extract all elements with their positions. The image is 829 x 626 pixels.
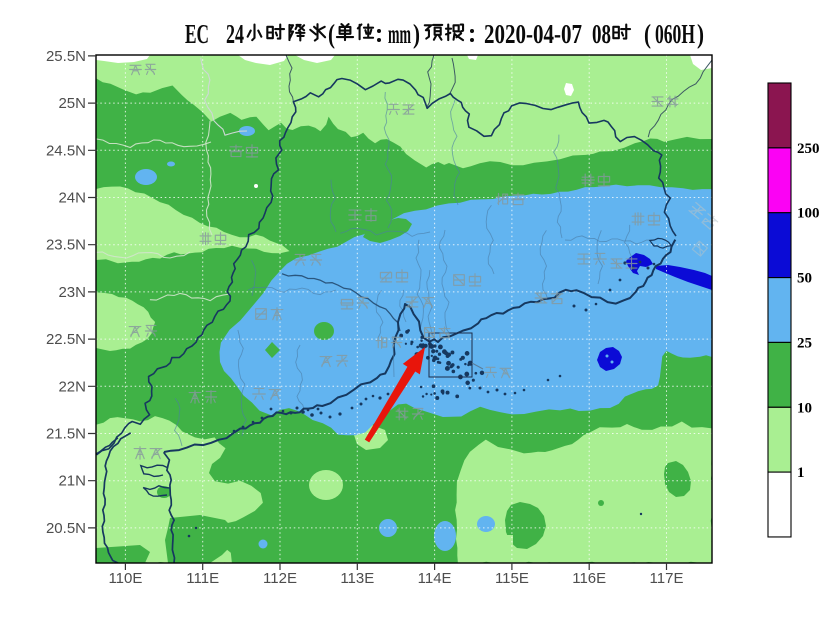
svg-text:08: 08 — [592, 19, 611, 49]
svg-text:25: 25 — [797, 335, 812, 351]
svg-text:(: ( — [644, 19, 651, 49]
svg-text:117E: 117E — [650, 570, 684, 587]
svg-text:110E: 110E — [108, 570, 142, 587]
svg-text:060H: 060H — [655, 19, 695, 49]
svg-text:100: 100 — [797, 206, 820, 222]
svg-text:24.5N: 24.5N — [46, 142, 86, 159]
svg-text:20.5N: 20.5N — [46, 520, 86, 537]
svg-text:(: ( — [328, 19, 335, 49]
svg-text:112E: 112E — [263, 570, 297, 587]
svg-text:): ) — [413, 19, 420, 49]
svg-text:116E: 116E — [572, 570, 606, 587]
svg-text:1: 1 — [797, 465, 805, 481]
svg-text:23.5N: 23.5N — [46, 237, 86, 254]
svg-text:2020-04-07: 2020-04-07 — [484, 19, 582, 49]
svg-text:113E: 113E — [340, 570, 374, 587]
svg-text:111E: 111E — [186, 570, 219, 587]
svg-text:21N: 21N — [58, 473, 86, 490]
svg-text:21.5N: 21.5N — [46, 426, 86, 443]
svg-text:24: 24 — [226, 19, 244, 49]
svg-text:22N: 22N — [58, 378, 86, 395]
svg-text:115E: 115E — [495, 570, 529, 587]
svg-text:23N: 23N — [58, 284, 86, 301]
svg-text:50: 50 — [797, 271, 812, 287]
svg-text:EC: EC — [185, 19, 209, 49]
svg-text:): ) — [697, 19, 704, 49]
svg-text:250: 250 — [797, 141, 820, 157]
svg-text:24N: 24N — [58, 190, 86, 207]
svg-text:25N: 25N — [58, 95, 86, 112]
svg-text:22.5N: 22.5N — [46, 331, 86, 348]
svg-text:mm: mm — [388, 19, 411, 49]
svg-text:114E: 114E — [418, 570, 452, 587]
svg-text:25.5N: 25.5N — [46, 48, 86, 65]
svg-text:10: 10 — [797, 400, 812, 416]
